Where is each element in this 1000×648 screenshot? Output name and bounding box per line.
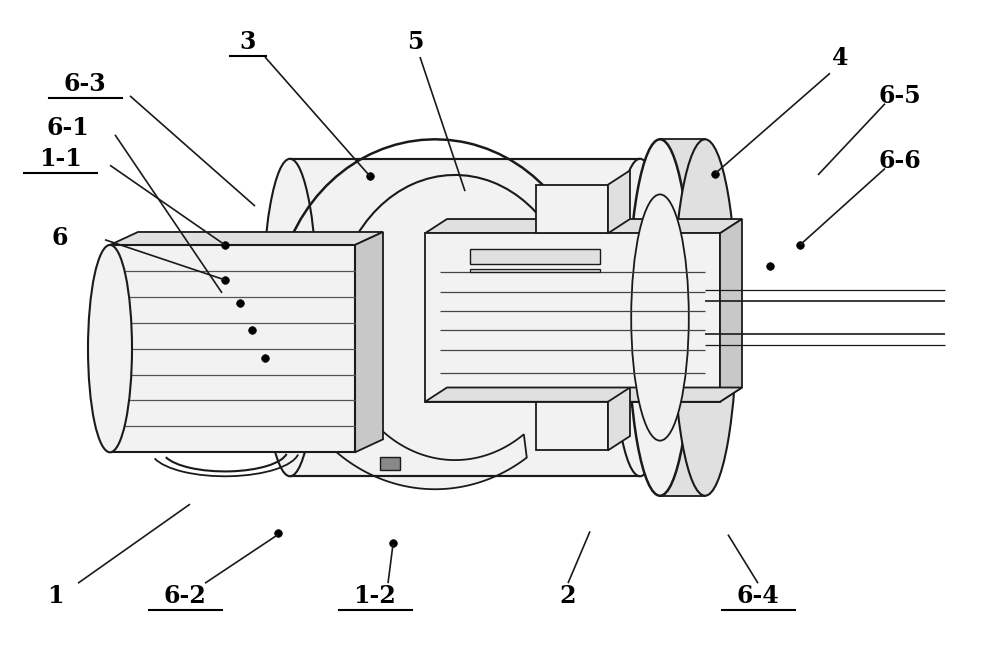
Polygon shape [720, 219, 742, 402]
Ellipse shape [612, 159, 668, 476]
Text: 4: 4 [832, 46, 848, 71]
Polygon shape [660, 139, 705, 496]
Ellipse shape [673, 139, 737, 496]
Text: 6-2: 6-2 [164, 584, 206, 608]
Text: 6-1: 6-1 [47, 116, 89, 141]
Text: 6-6: 6-6 [879, 148, 921, 173]
Text: 6-3: 6-3 [64, 72, 106, 97]
Polygon shape [470, 249, 600, 264]
Polygon shape [355, 232, 383, 452]
Polygon shape [425, 219, 742, 233]
Text: 1: 1 [47, 584, 63, 608]
Polygon shape [290, 159, 640, 476]
Text: 1-2: 1-2 [354, 584, 396, 608]
Polygon shape [425, 233, 720, 402]
Polygon shape [380, 457, 400, 470]
Ellipse shape [262, 159, 318, 476]
Ellipse shape [88, 245, 132, 452]
Polygon shape [536, 402, 608, 450]
Ellipse shape [628, 139, 692, 496]
Text: 1-1: 1-1 [39, 146, 81, 171]
Text: 2: 2 [560, 584, 576, 608]
Polygon shape [110, 245, 355, 452]
Polygon shape [536, 185, 608, 233]
Polygon shape [470, 269, 600, 272]
Text: 6-5: 6-5 [879, 84, 921, 108]
Ellipse shape [631, 194, 689, 441]
Text: 6: 6 [52, 226, 68, 251]
Polygon shape [275, 255, 527, 489]
Text: 5: 5 [407, 30, 423, 54]
Polygon shape [110, 232, 383, 245]
Text: 6-4: 6-4 [737, 584, 779, 608]
Polygon shape [608, 388, 630, 450]
Polygon shape [425, 388, 742, 402]
Polygon shape [608, 170, 630, 233]
Text: 3: 3 [240, 30, 256, 54]
